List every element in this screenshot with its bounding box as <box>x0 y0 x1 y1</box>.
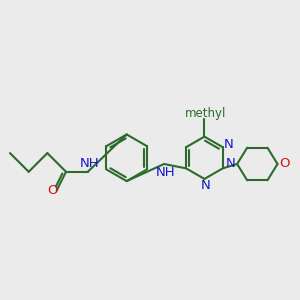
Text: N: N <box>224 138 234 151</box>
Text: O: O <box>48 184 58 197</box>
Text: NH: NH <box>156 166 176 179</box>
Text: NH: NH <box>80 157 99 169</box>
Text: O: O <box>279 158 290 170</box>
Text: N: N <box>201 179 211 192</box>
Text: methyl: methyl <box>185 107 227 120</box>
Text: N: N <box>225 158 235 170</box>
